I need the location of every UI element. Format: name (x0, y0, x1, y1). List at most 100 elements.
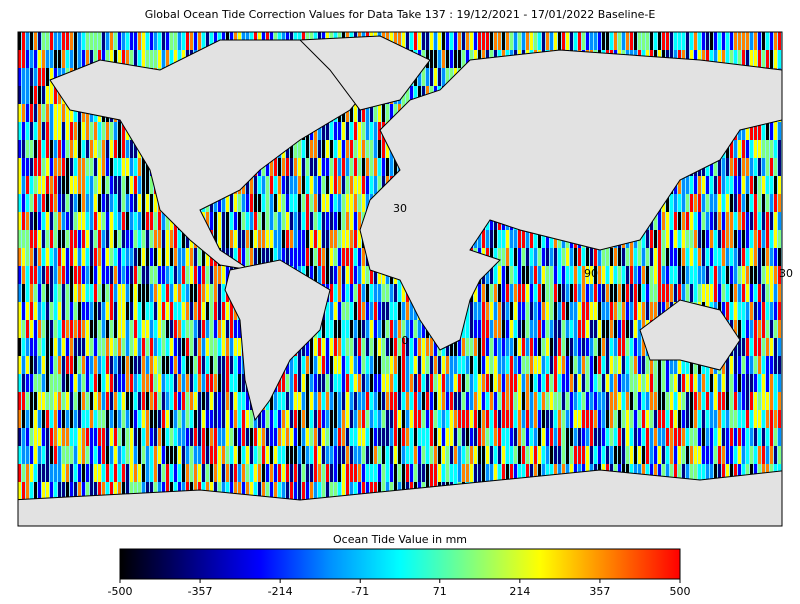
track-segment (238, 482, 241, 500)
track-segment (466, 50, 469, 68)
track-segment (22, 50, 25, 68)
track-segment (470, 464, 473, 482)
track-segment (634, 32, 637, 50)
track-segment (686, 32, 689, 50)
track-segment (250, 230, 253, 248)
track-segment (202, 374, 205, 392)
track-segment (730, 212, 733, 230)
track-segment (110, 302, 113, 320)
track-segment (94, 356, 97, 374)
track-segment (382, 140, 385, 158)
track-segment (362, 428, 365, 446)
track-segment (306, 266, 309, 284)
track-segment (514, 410, 517, 428)
track-segment (426, 338, 429, 356)
track-segment (58, 122, 61, 140)
track-segment (82, 320, 85, 338)
track-segment (414, 320, 417, 338)
track-segment (382, 320, 385, 338)
track-segment (130, 446, 133, 464)
track-segment (346, 194, 349, 212)
track-segment (46, 266, 49, 284)
track-segment (190, 464, 193, 482)
track-segment (262, 194, 265, 212)
track-segment (678, 194, 681, 212)
track-segment (270, 482, 273, 500)
track-segment (258, 248, 261, 266)
track-segment (494, 284, 497, 302)
track-segment (234, 194, 237, 212)
track-segment (686, 230, 689, 248)
track-segment (70, 266, 73, 284)
track-segment (650, 284, 653, 302)
track-segment (398, 446, 401, 464)
track-segment (710, 50, 713, 68)
track-segment (102, 194, 105, 212)
track-segment (446, 68, 449, 86)
track-segment (174, 356, 177, 374)
track-segment (42, 338, 45, 356)
track-segment (274, 212, 277, 230)
track-segment (30, 374, 33, 392)
track-segment (678, 284, 681, 302)
track-segment (414, 338, 417, 356)
track-segment (350, 104, 353, 122)
track-segment (678, 212, 681, 230)
track-segment (210, 464, 213, 482)
track-segment (334, 374, 337, 392)
track-segment (494, 356, 497, 374)
track-segment (498, 446, 501, 464)
title: Global Ocean Tide Correction Values for … (145, 8, 656, 21)
track-segment (198, 338, 201, 356)
track-segment (718, 32, 721, 50)
track-segment (722, 194, 725, 212)
track-segment (130, 428, 133, 446)
track-segment (198, 302, 201, 320)
track-segment (342, 320, 345, 338)
track-segment (590, 248, 593, 266)
track-segment (718, 446, 721, 464)
track-segment (334, 356, 337, 374)
track-segment (138, 320, 141, 338)
track-segment (702, 446, 705, 464)
track-segment (698, 374, 701, 392)
track-segment (190, 410, 193, 428)
track-segment (46, 158, 49, 176)
track-segment (686, 464, 689, 482)
track-segment (350, 392, 353, 410)
track-segment (594, 338, 597, 356)
track-segment (710, 266, 713, 284)
track-segment (346, 374, 349, 392)
track-segment (106, 464, 109, 482)
track-segment (698, 230, 701, 248)
track-segment (398, 410, 401, 428)
track-segment (470, 50, 473, 68)
track-segment (470, 32, 473, 50)
track-segment (358, 266, 361, 284)
track-segment (618, 356, 621, 374)
track-segment (54, 464, 57, 482)
track-segment (170, 266, 173, 284)
track-segment (70, 428, 73, 446)
track-segment (554, 410, 557, 428)
track-segment (142, 284, 145, 302)
track-segment (618, 320, 621, 338)
track-segment (206, 320, 209, 338)
track-segment (154, 464, 157, 482)
track-segment (166, 464, 169, 482)
track-segment (210, 320, 213, 338)
track-segment (378, 356, 381, 374)
track-segment (702, 194, 705, 212)
track-segment (226, 428, 229, 446)
track-segment (342, 338, 345, 356)
track-segment (506, 428, 509, 446)
track-segment (138, 194, 141, 212)
track-segment (534, 428, 537, 446)
track-segment (366, 302, 369, 320)
track-segment (694, 410, 697, 428)
track-segment (582, 248, 585, 266)
track-segment (98, 266, 101, 284)
track-segment (562, 302, 565, 320)
track-segment (574, 356, 577, 374)
